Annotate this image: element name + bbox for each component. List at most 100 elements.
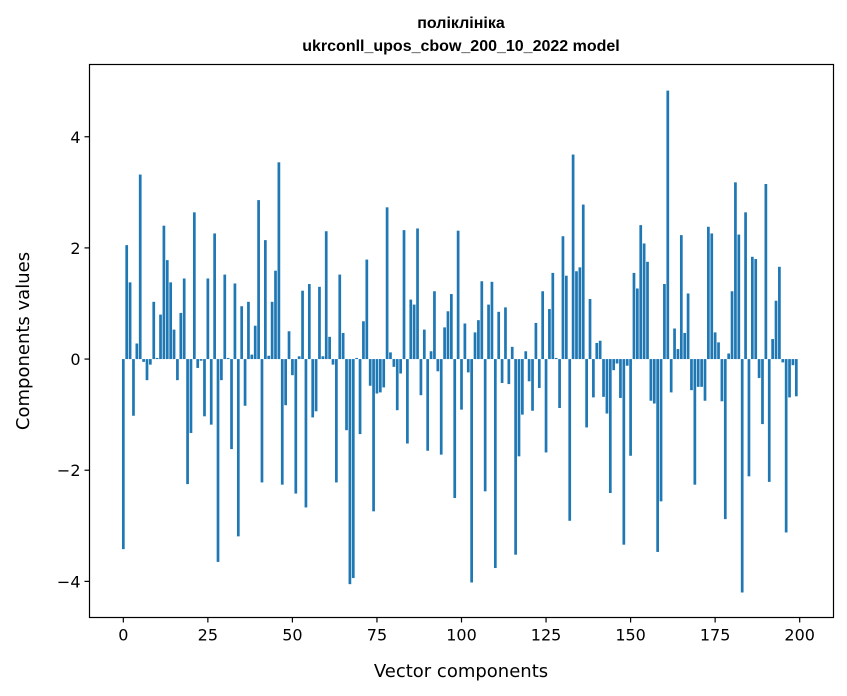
bar	[740, 359, 744, 593]
bar	[294, 359, 298, 494]
bar	[527, 359, 531, 382]
x-tick-label: 25	[198, 626, 218, 645]
bar	[392, 359, 396, 367]
bar	[443, 327, 446, 360]
bar	[135, 343, 139, 360]
bar	[233, 283, 237, 360]
bar	[524, 351, 528, 360]
bar	[189, 359, 193, 433]
bar	[331, 359, 335, 365]
bar	[703, 359, 707, 401]
bar	[466, 359, 470, 373]
bar	[456, 230, 460, 360]
x-tick-label: 50	[282, 626, 302, 645]
bar	[608, 359, 612, 493]
bar	[683, 332, 687, 360]
bar	[730, 291, 734, 360]
bar	[564, 275, 568, 360]
bar	[517, 359, 521, 457]
bar	[723, 359, 727, 520]
bar	[179, 312, 183, 360]
bar	[226, 357, 230, 360]
bar	[595, 342, 599, 360]
x-axis-ticks: 0 25 50 75 100 125 150 175 200	[118, 617, 815, 645]
bar	[341, 332, 345, 360]
bar	[541, 291, 545, 360]
bar	[663, 284, 666, 360]
bar	[125, 245, 129, 360]
bar	[240, 306, 244, 360]
bar	[514, 359, 517, 555]
bar	[422, 329, 426, 360]
bar	[646, 261, 649, 360]
bar	[382, 359, 386, 388]
bar	[307, 284, 311, 360]
bar	[652, 359, 656, 404]
bar	[169, 282, 173, 360]
bar	[378, 359, 382, 393]
bar	[439, 359, 443, 455]
bar	[132, 359, 135, 416]
bar	[301, 290, 304, 360]
bar	[510, 346, 514, 360]
bar	[304, 359, 308, 508]
y-tick-label: −4	[57, 572, 81, 591]
bar	[483, 359, 487, 492]
bar	[561, 236, 565, 360]
bar	[588, 299, 592, 360]
bar	[470, 359, 473, 583]
bar	[419, 359, 423, 396]
bar	[605, 359, 609, 414]
bar	[615, 359, 619, 364]
bar	[213, 233, 216, 360]
x-axis-label: Vector components	[374, 661, 548, 682]
bar	[504, 307, 507, 360]
y-axis-ticks: −4 −2 0 2 4	[57, 128, 90, 591]
bars-group	[121, 90, 798, 593]
bar	[142, 359, 145, 362]
bar	[619, 359, 622, 398]
bar	[328, 336, 331, 360]
y-tick-label: −2	[57, 461, 81, 480]
bar	[206, 278, 210, 360]
bar	[257, 200, 260, 360]
bar	[676, 349, 680, 360]
bar	[311, 359, 315, 418]
bar	[767, 359, 771, 482]
bar	[247, 301, 250, 360]
bar	[575, 271, 578, 360]
bar	[260, 359, 264, 483]
bar	[345, 359, 348, 431]
bar	[192, 212, 196, 360]
bar	[389, 352, 392, 360]
bar	[493, 359, 497, 569]
bar	[639, 225, 643, 360]
bar	[669, 359, 673, 393]
bar	[625, 359, 629, 366]
bar	[781, 359, 785, 363]
bar	[771, 339, 774, 360]
bar	[426, 359, 430, 451]
bar	[632, 272, 636, 360]
bar	[199, 359, 203, 361]
bar	[412, 304, 416, 360]
bar	[585, 359, 588, 428]
bar	[754, 259, 758, 360]
bar	[277, 162, 281, 360]
x-tick-label: 125	[531, 626, 562, 645]
bar	[693, 359, 697, 485]
bar	[598, 340, 602, 360]
bar	[416, 228, 419, 360]
bar	[531, 359, 534, 411]
bar	[284, 359, 287, 406]
bar	[291, 359, 294, 376]
bar	[264, 240, 267, 360]
bar	[581, 204, 585, 360]
bar	[500, 359, 504, 383]
bar	[165, 260, 169, 360]
x-tick-label: 100	[446, 626, 477, 645]
bar	[216, 359, 220, 562]
bar	[649, 359, 653, 401]
bar	[788, 359, 791, 398]
